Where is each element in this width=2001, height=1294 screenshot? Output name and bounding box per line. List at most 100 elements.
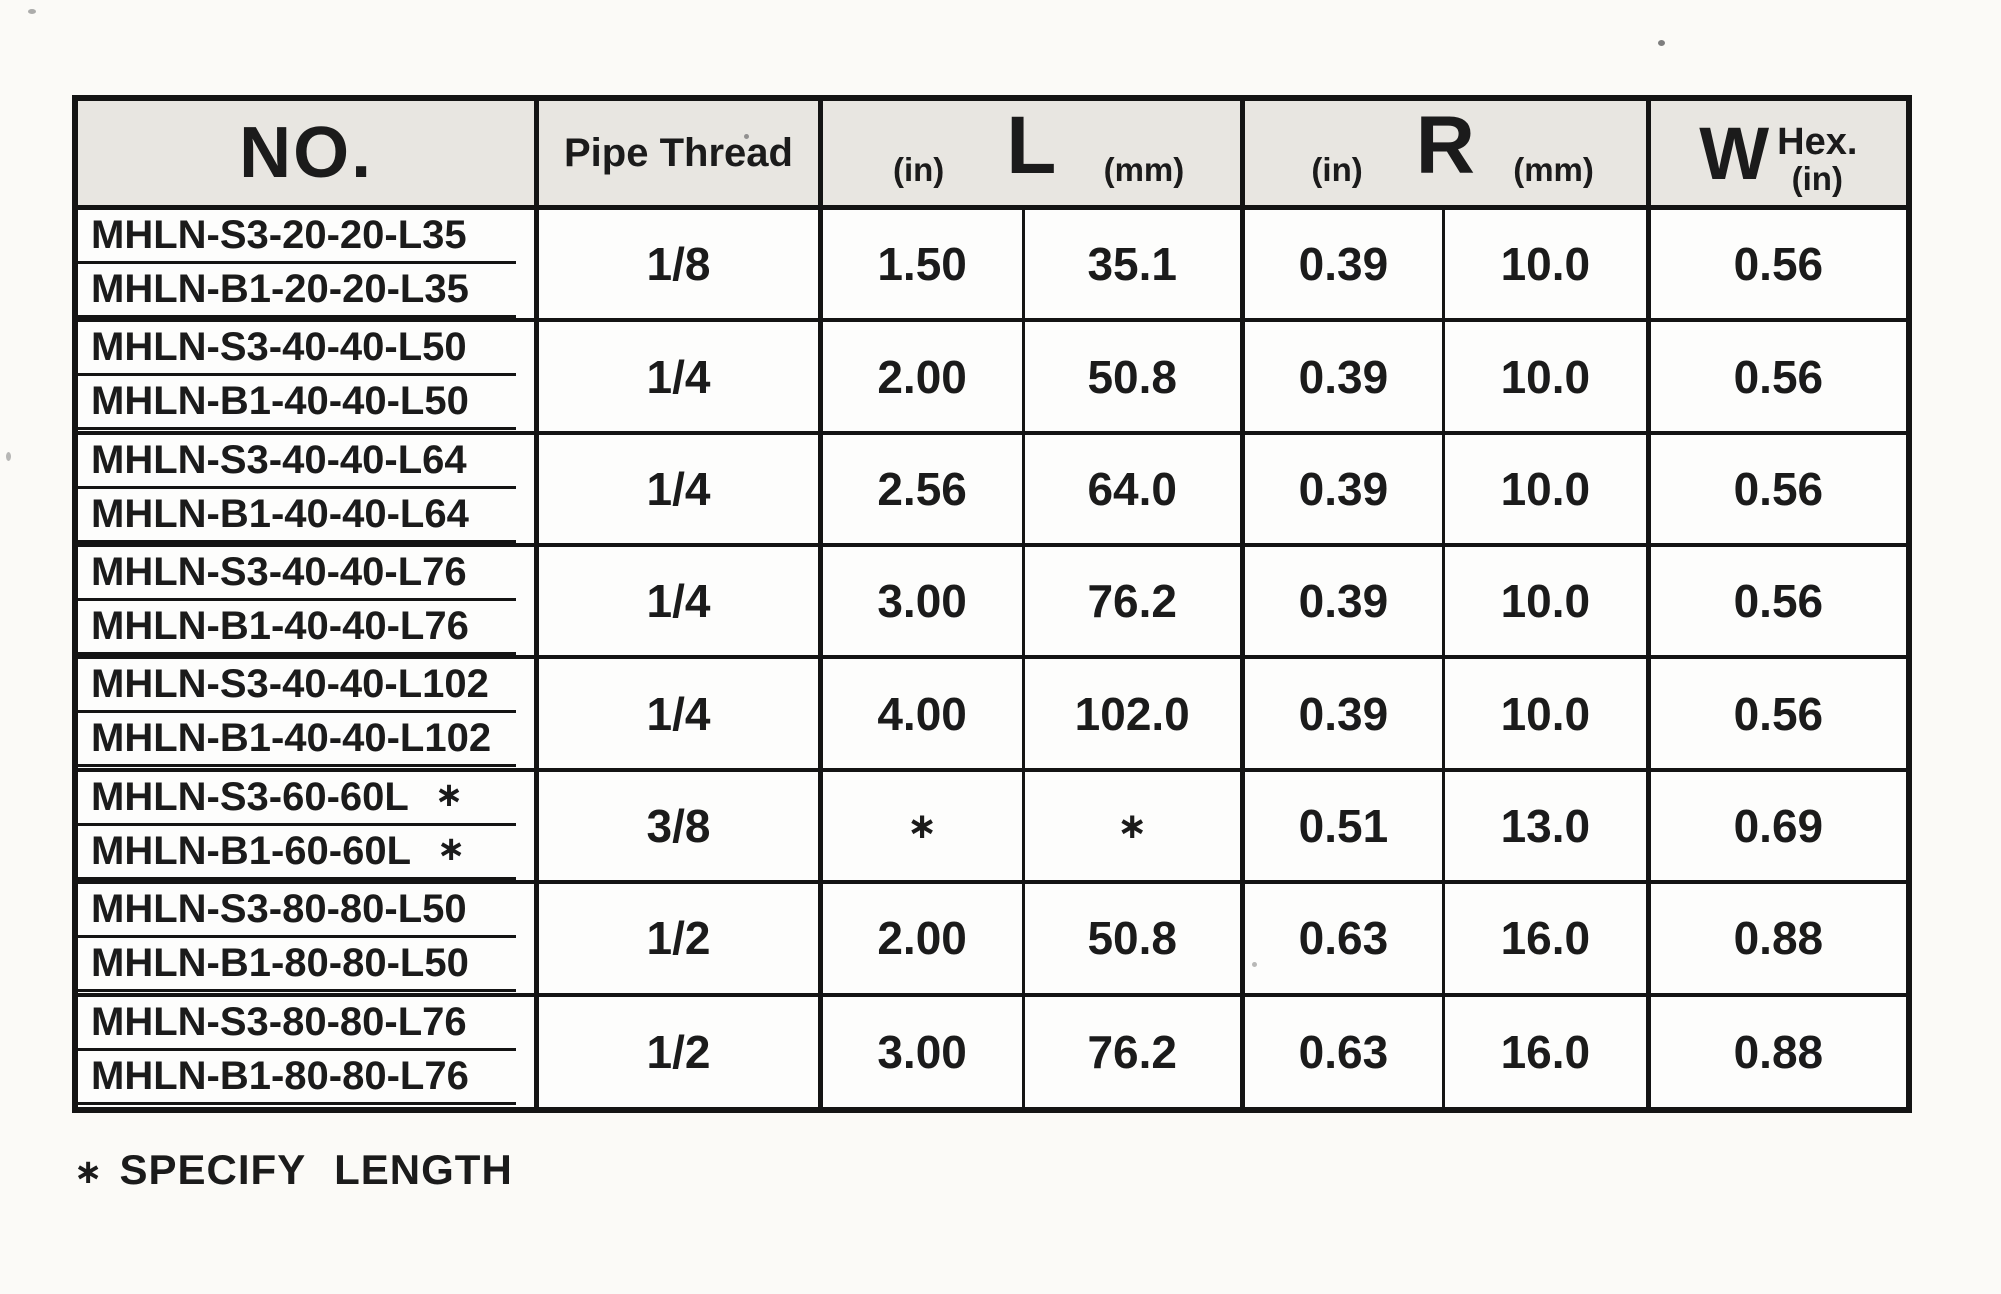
part-number-top-text: MHLN-S3-40-40-L76 xyxy=(91,550,467,595)
pipe-thread-value: 1/4 xyxy=(534,430,821,546)
part-number-cell: MHLN-S3-80-80-L76 MHLN-B1-80-80-L76 xyxy=(78,992,537,1107)
r-mm-value: 10.0 xyxy=(1441,205,1649,321)
table-row: MHLN-S3-60-60L ∗ MHLN-B1-60-60L ∗ 3/8 ∗ ∗ … xyxy=(78,767,1906,883)
part-number-bottom-text: MHLN-B1-80-80-L50 xyxy=(91,941,469,986)
part-number-top: MHLN-S3-40-40-L102 xyxy=(78,659,517,714)
part-number-bottom-text: MHLN-B1-40-40-L64 xyxy=(91,491,469,536)
r-mm-value: 10.0 xyxy=(1441,318,1649,433)
part-number-bottom: MHLN-B1-40-40-L102 xyxy=(78,713,517,768)
pipe-thread-value: 1/4 xyxy=(534,543,821,658)
header-l-in-label: (in) xyxy=(892,151,945,188)
part-number-bottom-text: MHLN-B1-40-40-L76 xyxy=(91,604,469,649)
header-w: W Hex. (in) xyxy=(1645,101,1906,210)
l-mm-value: 76.2 xyxy=(1021,992,1243,1107)
l-in-value: 3.00 xyxy=(817,992,1024,1107)
part-number-bottom: MHLN-B1-80-80-L76 xyxy=(78,1051,517,1105)
header-l-mm-label: (mm) xyxy=(1103,151,1185,188)
l-in-value: 3.00 xyxy=(817,543,1024,658)
spec-table: NO. Pipe Thread (in) L (mm) (in) R (mm) xyxy=(72,95,1912,1113)
header-w-letter: W xyxy=(1699,111,1770,195)
pipe-thread-value: 1/4 xyxy=(534,318,821,433)
part-number-top-text: MHLN-S3-20-20-L35 xyxy=(91,213,467,257)
header-w-in-label: (in) xyxy=(1791,159,1843,197)
l-in-value: 1.50 xyxy=(817,205,1024,321)
w-hex-value: 0.56 xyxy=(1645,543,1906,658)
w-hex-value: 0.56 xyxy=(1645,655,1906,770)
part-number-bottom: MHLN-B1-40-40-L64 xyxy=(78,489,517,543)
part-number-bottom: MHLN-B1-40-40-L50 xyxy=(78,376,517,431)
table-row: MHLN-S3-20-20-L35 MHLN-B1-20-20-L35 1/8 … xyxy=(78,205,1906,321)
asterisk-icon: ∗ xyxy=(437,830,466,869)
r-in-value: 0.39 xyxy=(1239,430,1444,546)
w-hex-value: 0.56 xyxy=(1645,430,1906,546)
r-mm-value: 10.0 xyxy=(1441,543,1649,658)
table-row: MHLN-S3-40-40-L50 MHLN-B1-40-40-L50 1/4 … xyxy=(78,318,1906,433)
part-number-bottom-text: MHLN-B1-80-80-L76 xyxy=(91,1053,469,1098)
scan-speck xyxy=(1658,40,1665,46)
part-number-cell: MHLN-S3-40-40-L102 MHLN-B1-40-40-L102 xyxy=(78,655,537,770)
part-number-top-text: MHLN-S3-40-40-L50 xyxy=(91,325,467,370)
part-number-cell: MHLN-S3-60-60L ∗ MHLN-B1-60-60L ∗ xyxy=(78,767,537,883)
footnote-text: SPECIFY LENGTH xyxy=(119,1146,513,1193)
part-number-top: MHLN-S3-60-60L ∗ xyxy=(78,772,517,826)
w-hex-value: 0.56 xyxy=(1645,205,1906,321)
pipe-thread-value: 1/2 xyxy=(534,992,821,1107)
header-pipe-thread: Pipe Thread xyxy=(534,101,821,210)
part-number-cell: MHLN-S3-40-40-L50 MHLN-B1-40-40-L50 xyxy=(78,318,537,433)
table-body: MHLN-S3-20-20-L35 MHLN-B1-20-20-L35 1/8 … xyxy=(78,205,1906,1107)
pipe-thread-value: 3/8 xyxy=(534,767,821,883)
pipe-thread-value: 1/4 xyxy=(534,655,821,770)
r-in-value: 0.39 xyxy=(1239,543,1444,658)
part-number-bottom: MHLN-B1-40-40-L76 xyxy=(78,601,517,656)
part-number-top-text: MHLN-S3-80-80-L76 xyxy=(91,999,467,1044)
part-number-top: MHLN-S3-80-80-L50 xyxy=(78,884,517,939)
r-in-value: 0.63 xyxy=(1239,880,1444,995)
part-number-top: MHLN-S3-40-40-L64 xyxy=(78,435,517,489)
r-mm-value: 10.0 xyxy=(1441,655,1649,770)
footnote: ∗ SPECIFY LENGTH xyxy=(74,1146,513,1194)
header-w-hex-label: Hex. xyxy=(1777,120,1858,163)
r-in-value: 0.63 xyxy=(1239,992,1444,1107)
header-r: (in) R (mm) xyxy=(1239,100,1649,210)
part-number-cell: MHLN-S3-40-40-L64 MHLN-B1-40-40-L64 xyxy=(78,430,537,546)
part-number-cell: MHLN-S3-80-80-L50 MHLN-B1-80-80-L50 xyxy=(78,880,537,995)
part-number-top-text: MHLN-S3-80-80-L50 xyxy=(91,887,467,932)
part-number-top: MHLN-S3-80-80-L76 xyxy=(78,997,517,1051)
table-row: MHLN-S3-80-80-L76 MHLN-B1-80-80-L76 1/2 … xyxy=(78,992,1906,1107)
header-r-letter: R xyxy=(1415,100,1475,191)
r-mm-value: 16.0 xyxy=(1441,992,1649,1107)
asterisk-icon: ∗ xyxy=(434,776,464,815)
l-in-value: 2.56 xyxy=(817,430,1024,546)
l-mm-value: 64.0 xyxy=(1021,430,1243,546)
part-number-top: MHLN-S3-40-40-L50 xyxy=(78,322,517,377)
header-r-mm-label: (mm) xyxy=(1513,151,1594,188)
asterisk-icon: ∗ xyxy=(74,1153,104,1191)
part-number-cell: MHLN-S3-40-40-L76 MHLN-B1-40-40-L76 xyxy=(78,543,537,658)
l-mm-value: 76.2 xyxy=(1021,543,1243,658)
l-in-value: ∗ xyxy=(817,767,1024,883)
l-mm-value: ∗ xyxy=(1021,767,1243,883)
part-number-bottom-text: MHLN-B1-20-20-L35 xyxy=(91,267,469,311)
table-row: MHLN-S3-40-40-L102 MHLN-B1-40-40-L102 1/… xyxy=(78,655,1906,770)
r-mm-value: 16.0 xyxy=(1441,880,1649,995)
l-mm-value: 35.1 xyxy=(1021,205,1243,321)
part-number-bottom: MHLN-B1-80-80-L50 xyxy=(78,938,517,993)
scan-speck xyxy=(1252,962,1257,967)
l-in-value: 4.00 xyxy=(817,655,1024,770)
w-hex-value: 0.88 xyxy=(1645,992,1906,1107)
part-number-bottom-text: MHLN-B1-40-40-L102 xyxy=(91,716,492,761)
dimension-table: NO. Pipe Thread (in) L (mm) (in) R (mm) xyxy=(78,101,1906,1107)
l-in-value: 2.00 xyxy=(817,880,1024,995)
w-hex-value: 0.88 xyxy=(1645,880,1906,995)
table-row: MHLN-S3-80-80-L50 MHLN-B1-80-80-L50 1/2 … xyxy=(78,880,1906,995)
header-pipe-thread-label: Pipe Thread xyxy=(564,130,793,175)
part-number-bottom-text: MHLN-B1-40-40-L50 xyxy=(91,379,469,424)
r-mm-value: 13.0 xyxy=(1441,767,1649,883)
header-l-letter: L xyxy=(1006,100,1057,191)
l-in-value: 2.00 xyxy=(817,318,1024,433)
pipe-thread-value: 1/2 xyxy=(534,880,821,995)
scan-speck xyxy=(6,452,11,461)
part-number-top-text: MHLN-S3-40-40-L64 xyxy=(91,437,467,482)
part-number-bottom: MHLN-B1-60-60L ∗ xyxy=(78,826,517,880)
r-mm-value: 10.0 xyxy=(1441,430,1649,546)
